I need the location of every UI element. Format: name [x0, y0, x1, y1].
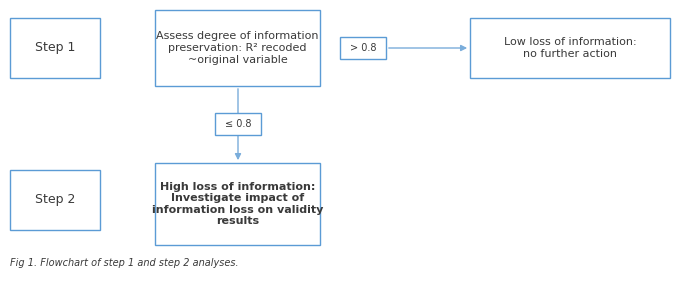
Bar: [155, 163, 320, 245]
Bar: [10, 170, 100, 230]
Text: High loss of information:
Investigate impact of
information loss on validity
res: High loss of information: Investigate im…: [152, 182, 323, 226]
Text: Step 2: Step 2: [35, 194, 75, 207]
Bar: [155, 10, 320, 86]
Text: Assess degree of information
preservation: R² recoded
~original variable: Assess degree of information preservatio…: [156, 31, 319, 65]
Text: ≤ 0.8: ≤ 0.8: [225, 119, 251, 129]
Text: Low loss of information:
no further action: Low loss of information: no further acti…: [503, 37, 636, 59]
Bar: [340, 37, 386, 59]
Text: > 0.8: > 0.8: [350, 43, 376, 53]
Bar: [215, 113, 261, 135]
Bar: [10, 18, 100, 78]
Text: Step 1: Step 1: [35, 42, 75, 54]
Text: Fig 1. Flowchart of step 1 and step 2 analyses.: Fig 1. Flowchart of step 1 and step 2 an…: [10, 258, 238, 268]
Bar: [470, 18, 670, 78]
